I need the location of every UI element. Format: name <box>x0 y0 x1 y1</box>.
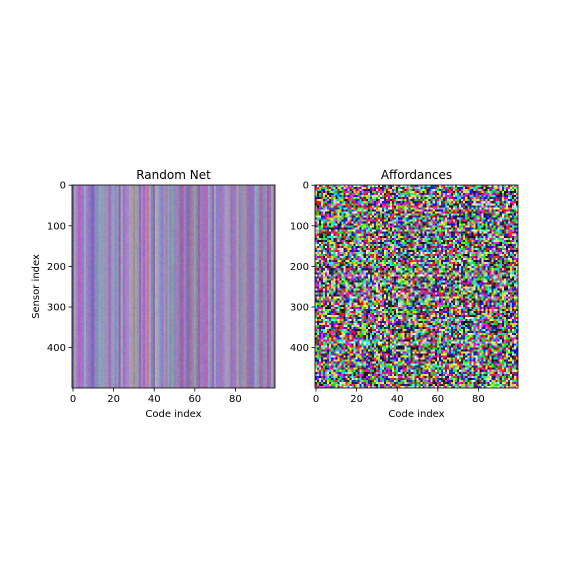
x-tick-label: 0 <box>70 394 76 405</box>
heatmap-raster <box>315 185 518 388</box>
y-tick-label: 0 <box>60 181 66 192</box>
affordances-heatmap-image <box>315 185 518 388</box>
y-tick-label: 400 <box>47 343 66 354</box>
random-net-panel: Random Net 0 20 40 60 80 0 100 200 300 400 Code … <box>31 168 276 420</box>
affordances-x-axis-label: Code index <box>388 409 444 420</box>
x-tick-label: 80 <box>229 394 242 405</box>
random-net-title: Random Net <box>136 168 211 182</box>
affordances-axes-frame <box>314 184 519 389</box>
y-tick-label: 0 <box>303 181 309 192</box>
y-tick-label: 200 <box>47 262 66 273</box>
x-tick-label: 20 <box>350 394 363 405</box>
y-tick-label: 100 <box>290 221 309 232</box>
y-tick-label: 300 <box>47 303 66 314</box>
x-tick-label: 20 <box>107 394 120 405</box>
x-tick-label: 0 <box>313 394 319 405</box>
x-tick-label: 60 <box>431 394 444 405</box>
x-tick-label: 40 <box>391 394 404 405</box>
y-tick-label: 200 <box>290 262 309 273</box>
y-tick-label: 100 <box>47 221 66 232</box>
x-tick-label: 60 <box>188 394 201 405</box>
random-net-heatmap-image <box>72 185 275 388</box>
random-net-x-ticks: 0 20 40 60 80 <box>70 388 242 405</box>
affordances-y-ticks: 0 100 200 300 400 <box>290 181 315 354</box>
random-net-axes-frame <box>71 184 276 389</box>
x-tick-label: 80 <box>472 394 485 405</box>
random-net-y-ticks: 0 100 200 300 400 <box>47 181 72 354</box>
y-tick-label: 300 <box>290 303 309 314</box>
random-net-y-axis-label: Sensor index <box>31 254 42 319</box>
y-tick-label: 400 <box>290 343 309 354</box>
affordances-panel: Affordances 0 20 40 60 80 0 100 200 300 400 Code… <box>290 168 519 420</box>
affordances-title: Affordances <box>381 168 452 182</box>
heatmap-raster <box>72 185 275 388</box>
x-tick-label: 40 <box>148 394 161 405</box>
affordances-x-ticks: 0 20 40 60 80 <box>313 388 485 405</box>
random-net-x-axis-label: Code index <box>145 409 201 420</box>
